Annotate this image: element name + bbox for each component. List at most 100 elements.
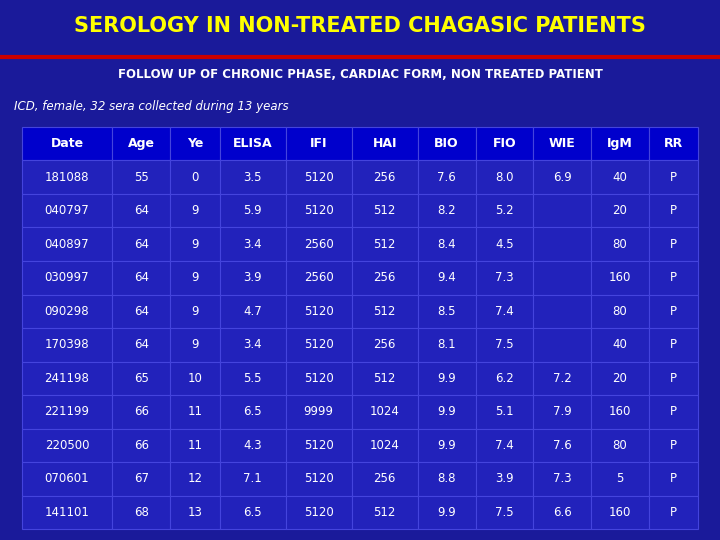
FancyBboxPatch shape — [112, 160, 170, 194]
FancyBboxPatch shape — [591, 429, 649, 462]
Text: 67: 67 — [134, 472, 149, 485]
FancyBboxPatch shape — [534, 362, 591, 395]
FancyBboxPatch shape — [286, 227, 352, 261]
FancyBboxPatch shape — [170, 395, 220, 429]
Text: 256: 256 — [374, 271, 396, 284]
Text: 5.2: 5.2 — [495, 204, 514, 217]
Text: 13: 13 — [187, 506, 202, 519]
Text: 141101: 141101 — [45, 506, 89, 519]
FancyBboxPatch shape — [649, 395, 698, 429]
FancyBboxPatch shape — [534, 160, 591, 194]
FancyBboxPatch shape — [649, 160, 698, 194]
Text: 5: 5 — [616, 472, 624, 485]
FancyBboxPatch shape — [475, 429, 534, 462]
Text: 11: 11 — [187, 439, 202, 452]
Text: P: P — [670, 339, 677, 352]
Text: 2560: 2560 — [304, 271, 333, 284]
FancyBboxPatch shape — [22, 261, 112, 294]
Text: P: P — [670, 506, 677, 519]
Text: 9.9: 9.9 — [437, 439, 456, 452]
FancyBboxPatch shape — [220, 160, 286, 194]
Text: ELISA: ELISA — [233, 137, 272, 150]
FancyBboxPatch shape — [170, 462, 220, 496]
Text: 7.5: 7.5 — [495, 506, 514, 519]
Text: 0: 0 — [192, 171, 199, 184]
Text: 6.5: 6.5 — [243, 406, 262, 419]
FancyBboxPatch shape — [649, 496, 698, 529]
FancyBboxPatch shape — [22, 227, 112, 261]
FancyBboxPatch shape — [534, 496, 591, 529]
FancyBboxPatch shape — [220, 328, 286, 362]
FancyBboxPatch shape — [649, 294, 698, 328]
Text: 9.9: 9.9 — [437, 406, 456, 419]
FancyBboxPatch shape — [418, 496, 475, 529]
Text: WIE: WIE — [549, 137, 575, 150]
FancyBboxPatch shape — [220, 227, 286, 261]
FancyBboxPatch shape — [352, 328, 418, 362]
Text: 512: 512 — [374, 372, 396, 385]
FancyBboxPatch shape — [352, 496, 418, 529]
FancyBboxPatch shape — [418, 462, 475, 496]
Text: 9: 9 — [192, 305, 199, 318]
Text: 9999: 9999 — [304, 406, 334, 419]
Text: 7.6: 7.6 — [553, 439, 572, 452]
Text: 512: 512 — [374, 204, 396, 217]
FancyBboxPatch shape — [534, 127, 591, 160]
Text: 11: 11 — [187, 406, 202, 419]
FancyBboxPatch shape — [286, 127, 352, 160]
FancyBboxPatch shape — [112, 194, 170, 227]
FancyBboxPatch shape — [170, 294, 220, 328]
Text: Ye: Ye — [186, 137, 203, 150]
Text: 5.1: 5.1 — [495, 406, 514, 419]
Text: 7.1: 7.1 — [243, 472, 262, 485]
FancyBboxPatch shape — [418, 429, 475, 462]
Text: Age: Age — [127, 137, 155, 150]
Text: 5120: 5120 — [304, 339, 333, 352]
FancyBboxPatch shape — [591, 127, 649, 160]
Text: 40: 40 — [613, 171, 627, 184]
FancyBboxPatch shape — [220, 294, 286, 328]
Text: IFI: IFI — [310, 137, 328, 150]
Text: 221199: 221199 — [45, 406, 89, 419]
Text: 4.3: 4.3 — [243, 439, 262, 452]
Text: 55: 55 — [134, 171, 148, 184]
Text: 8.0: 8.0 — [495, 171, 513, 184]
FancyBboxPatch shape — [112, 328, 170, 362]
Text: 3.9: 3.9 — [243, 271, 262, 284]
Text: 5.5: 5.5 — [243, 372, 262, 385]
FancyBboxPatch shape — [352, 395, 418, 429]
Text: IgM: IgM — [607, 137, 633, 150]
FancyBboxPatch shape — [286, 294, 352, 328]
Text: 40: 40 — [613, 339, 627, 352]
FancyBboxPatch shape — [591, 395, 649, 429]
Text: 3.5: 3.5 — [243, 171, 262, 184]
FancyBboxPatch shape — [418, 127, 475, 160]
FancyBboxPatch shape — [112, 429, 170, 462]
Text: P: P — [670, 406, 677, 419]
FancyBboxPatch shape — [352, 127, 418, 160]
Text: P: P — [670, 305, 677, 318]
FancyBboxPatch shape — [534, 194, 591, 227]
Text: 6.2: 6.2 — [495, 372, 514, 385]
Text: 9.4: 9.4 — [437, 271, 456, 284]
FancyBboxPatch shape — [22, 328, 112, 362]
Text: 12: 12 — [187, 472, 202, 485]
FancyBboxPatch shape — [591, 194, 649, 227]
Text: 512: 512 — [374, 506, 396, 519]
Text: 160: 160 — [609, 506, 631, 519]
FancyBboxPatch shape — [22, 496, 112, 529]
FancyBboxPatch shape — [534, 462, 591, 496]
FancyBboxPatch shape — [649, 429, 698, 462]
FancyBboxPatch shape — [475, 496, 534, 529]
FancyBboxPatch shape — [649, 362, 698, 395]
Text: 9.9: 9.9 — [437, 372, 456, 385]
FancyBboxPatch shape — [649, 328, 698, 362]
Text: 8.4: 8.4 — [437, 238, 456, 251]
FancyBboxPatch shape — [112, 362, 170, 395]
Text: 3.4: 3.4 — [243, 339, 262, 352]
Text: Date: Date — [50, 137, 84, 150]
Text: 64: 64 — [134, 238, 149, 251]
Text: 64: 64 — [134, 204, 149, 217]
FancyBboxPatch shape — [418, 294, 475, 328]
Text: 7.9: 7.9 — [553, 406, 572, 419]
